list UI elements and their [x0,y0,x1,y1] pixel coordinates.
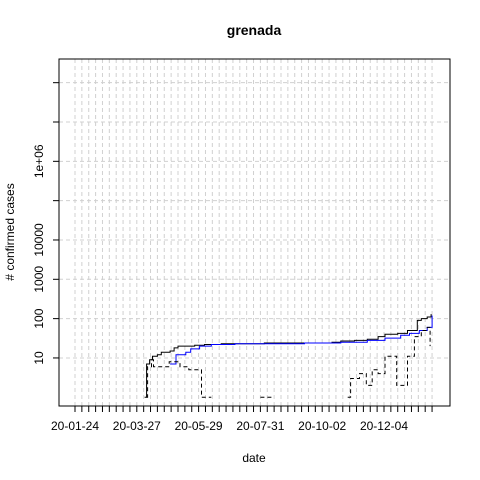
chart-title: grenada [227,22,282,38]
y-tick-label: 10 [32,351,46,365]
grid [59,59,450,406]
x-tick-label: 20-01-24 [51,419,99,433]
y-tick-label: 10000 [32,223,46,257]
x-tick-label: 20-10-02 [298,419,346,433]
y-tick-label: 1e+06 [32,144,46,178]
x-tick-label: 20-05-29 [175,419,223,433]
x-tick-label: 20-03-27 [113,419,161,433]
y-tick-label: 1000 [32,266,46,293]
y-tick-label: 100 [32,308,46,328]
x-axis-label: date [242,451,266,465]
y-axis: 10 100 1000 10000 1e+06 [32,83,59,365]
x-tick-label: 20-07-31 [236,419,284,433]
x-tick-label: 20-12-04 [360,419,408,433]
y-axis-label: # confirmed cases [3,183,17,280]
x-axis: 20-01-24 20-03-27 20-05-29 20-07-31 20-10-02… [51,406,435,433]
